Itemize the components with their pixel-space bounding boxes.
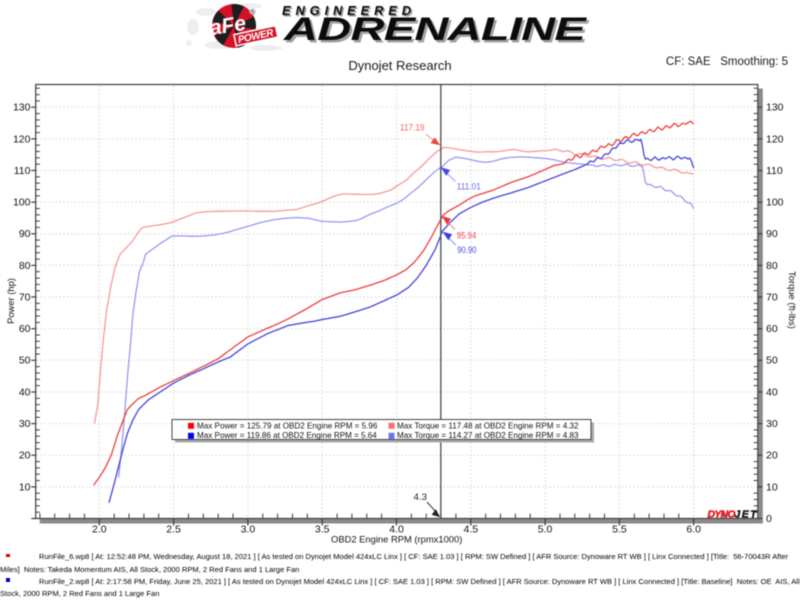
svg-text:130: 130: [766, 102, 784, 114]
svg-text:90.90: 90.90: [457, 245, 476, 256]
svg-text:100: 100: [13, 197, 31, 209]
svg-text:OBD2 Engine RPM (rpmx1000): OBD2 Engine RPM (rpmx1000): [331, 534, 462, 545]
svg-text:10: 10: [19, 481, 31, 493]
svg-text:50: 50: [766, 355, 778, 367]
svg-text:60: 60: [766, 323, 778, 335]
svg-text:Max Torque = 114.27 at OBD2 En: Max Torque = 114.27 at OBD2 Engine RPM =…: [397, 431, 579, 440]
svg-text:20: 20: [19, 450, 31, 462]
svg-text:0: 0: [766, 513, 772, 525]
svg-text:100: 100: [766, 197, 784, 209]
svg-text:90: 90: [766, 228, 778, 240]
svg-text:JET: JET: [735, 509, 759, 521]
svg-text:111.01: 111.01: [457, 181, 481, 192]
svg-text:Torque (ft-lbs): Torque (ft-lbs): [787, 271, 798, 329]
svg-text:DYNO: DYNO: [708, 509, 736, 521]
svg-text:70: 70: [19, 291, 31, 303]
svg-text:70: 70: [766, 291, 778, 303]
svg-text:5.5: 5.5: [612, 524, 627, 536]
svg-text:110: 110: [766, 165, 783, 177]
svg-text:130: 130: [13, 102, 31, 114]
svg-text:Max Power = 125.79 at OBD2 Eng: Max Power = 125.79 at OBD2 Engine RPM = …: [197, 421, 378, 430]
svg-text:20: 20: [766, 450, 778, 462]
svg-text:2.0: 2.0: [92, 524, 107, 536]
svg-text:6.0: 6.0: [686, 524, 701, 536]
svg-text:80: 80: [19, 260, 31, 272]
svg-text:Max Power = 119.86 at OBD2 Eng: Max Power = 119.86 at OBD2 Engine RPM = …: [197, 431, 377, 440]
svg-text:30: 30: [19, 418, 31, 430]
svg-text:120: 120: [766, 133, 784, 145]
svg-text:117.19: 117.19: [400, 123, 425, 134]
svg-text:110: 110: [14, 165, 31, 177]
svg-text:Max Torque = 117.48 at OBD2 En: Max Torque = 117.48 at OBD2 Engine RPM =…: [397, 421, 579, 430]
svg-text:4.0: 4.0: [389, 524, 404, 536]
svg-text:Power (hp): Power (hp): [5, 278, 16, 324]
svg-text:120: 120: [13, 133, 31, 145]
svg-text:95.94: 95.94: [457, 231, 477, 242]
svg-text:30: 30: [766, 418, 778, 430]
svg-text:10: 10: [766, 481, 778, 493]
svg-text:50: 50: [19, 355, 31, 367]
svg-text:2.5: 2.5: [166, 524, 181, 536]
svg-text:®: ®: [250, 7, 256, 16]
svg-text:4.5: 4.5: [463, 524, 478, 536]
svg-text:90: 90: [19, 228, 31, 240]
svg-text:60: 60: [19, 323, 31, 335]
svg-text:40: 40: [19, 386, 31, 398]
svg-text:5.0: 5.0: [538, 524, 553, 536]
svg-text:80: 80: [766, 260, 778, 272]
svg-text:40: 40: [766, 386, 778, 398]
svg-text:4.3: 4.3: [414, 492, 428, 503]
svg-text:3.0: 3.0: [241, 524, 256, 536]
svg-text:3.5: 3.5: [315, 524, 330, 536]
